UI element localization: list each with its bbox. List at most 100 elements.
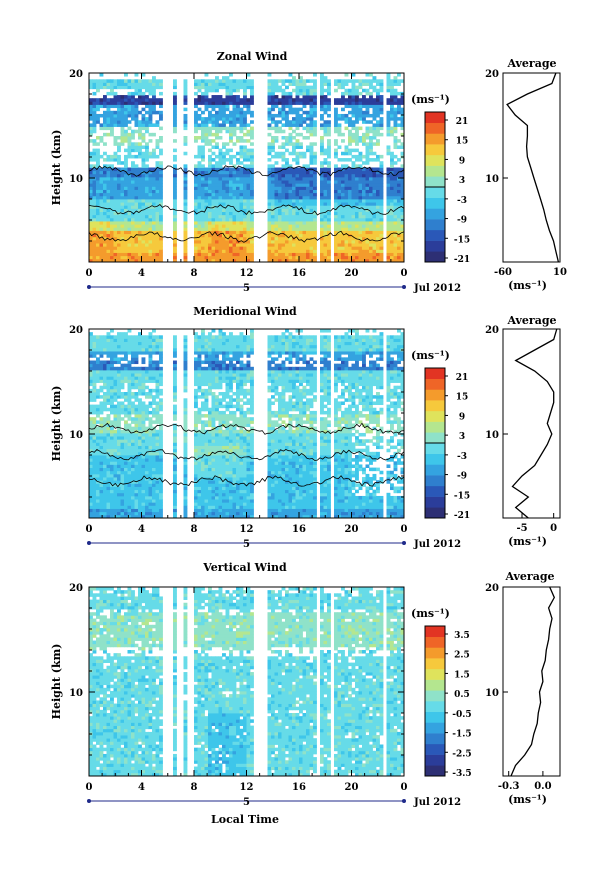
heatmap-cell [239, 233, 244, 238]
heatmap-cell [299, 189, 303, 194]
heatmap-cell [232, 192, 237, 197]
heatmap-cell [148, 107, 153, 112]
heatmap-cell [201, 199, 205, 203]
heatmap-cell [232, 82, 237, 86]
heatmap-cell [390, 98, 394, 102]
heatmap-cell [89, 249, 93, 253]
heatmap-cell [138, 208, 142, 212]
heatmap-cell [134, 483, 139, 487]
heatmap-cell [320, 113, 324, 118]
heatmap-cell [386, 176, 391, 181]
heatmap-cell [400, 176, 405, 181]
heatmap-cell [323, 173, 328, 178]
heatmap-cell [201, 258, 205, 263]
heatmap-cell [320, 186, 324, 190]
heatmap-cell [117, 117, 121, 121]
heatmap-cell [281, 258, 286, 263]
heatmap-cell [292, 142, 296, 146]
heatmap-cell [208, 176, 212, 181]
heatmap-cell [183, 164, 188, 168]
heatmap-cell [386, 76, 391, 80]
heatmap-cell [288, 217, 293, 222]
heatmap-cell [295, 139, 300, 143]
heatmap-cell [106, 407, 111, 412]
heatmap-cell [362, 246, 366, 250]
heatmap-cell [337, 79, 342, 83]
heatmap-cell [124, 139, 128, 143]
heatmap-cell [145, 170, 149, 175]
colorbar-swatch [425, 133, 445, 145]
heatmap-cell [299, 82, 303, 86]
heatmap-cell [309, 79, 314, 83]
heatmap-cell [127, 208, 132, 212]
heatmap-cell [306, 189, 310, 194]
heatmap-cell [127, 202, 132, 206]
heatmap-cell [358, 173, 363, 178]
heatmap-cell [344, 88, 349, 93]
heatmap-cell [138, 221, 142, 225]
heatmap-cell [362, 170, 366, 175]
heatmap-cell [103, 79, 107, 83]
heatmap-cell [372, 258, 377, 263]
heatmap-cell [243, 167, 247, 172]
heatmap-cell [327, 107, 331, 112]
heatmap-cell [201, 167, 205, 172]
heatmap-cell [117, 230, 121, 235]
heatmap-cell [225, 129, 230, 134]
heatmap-cell [281, 123, 286, 127]
heatmap-cell [141, 176, 146, 181]
heatmap-cell [337, 189, 342, 194]
heatmap-cell [110, 192, 114, 197]
heatmap-cell [141, 514, 146, 519]
heatmap-cell [393, 107, 398, 112]
heatmap-cell [155, 170, 160, 175]
heatmap-cell [348, 136, 352, 140]
heatmap-cell [141, 401, 146, 405]
heatmap-cell [386, 239, 391, 244]
heatmap-cell [155, 120, 160, 124]
heatmap-cell [159, 451, 163, 456]
heatmap-cell [274, 161, 279, 165]
heatmap-cell [386, 211, 391, 216]
heatmap-cell [127, 189, 132, 194]
heatmap-cell [250, 85, 254, 90]
heatmap-cell [138, 243, 142, 247]
heatmap-cell [274, 154, 279, 159]
heatmap-cell [141, 180, 146, 184]
heatmap-cell [327, 236, 331, 241]
heatmap-cell [274, 139, 279, 143]
heatmap-cell [341, 98, 345, 102]
heatmap-cell [397, 199, 401, 203]
heatmap-cell [211, 170, 216, 175]
heatmap-cell [309, 205, 314, 209]
heatmap-cell [127, 113, 132, 118]
heatmap-cell [148, 480, 153, 484]
heatmap-cell [365, 110, 370, 115]
heatmap-cell [110, 85, 114, 90]
heatmap-cell [393, 154, 398, 159]
heatmap-cell [155, 176, 160, 181]
heatmap-cell [274, 136, 279, 140]
heatmap-cell [99, 208, 104, 212]
heatmap-cell [285, 236, 289, 241]
heatmap-cell [92, 363, 97, 368]
heatmap-cell [117, 85, 121, 90]
heatmap-cell [208, 82, 212, 86]
heatmap-cell [372, 98, 377, 102]
heatmap-cell [92, 480, 97, 484]
heatmap-cell [106, 388, 111, 393]
heatmap-cell [337, 208, 342, 212]
heatmap-cell [194, 230, 198, 235]
heatmap-cell [376, 79, 380, 83]
heatmap-cell [243, 199, 247, 203]
heatmap-cell [239, 183, 244, 187]
heatmap-cell [103, 167, 107, 172]
heatmap-cell [138, 233, 142, 238]
heatmap-cell [201, 255, 205, 260]
heatmap-cell [110, 360, 114, 365]
heatmap-cell [211, 145, 216, 149]
heatmap-cell [138, 338, 142, 342]
heatmap-cell [117, 173, 121, 178]
heatmap-cell [106, 426, 111, 431]
heatmap-cell [173, 82, 177, 86]
